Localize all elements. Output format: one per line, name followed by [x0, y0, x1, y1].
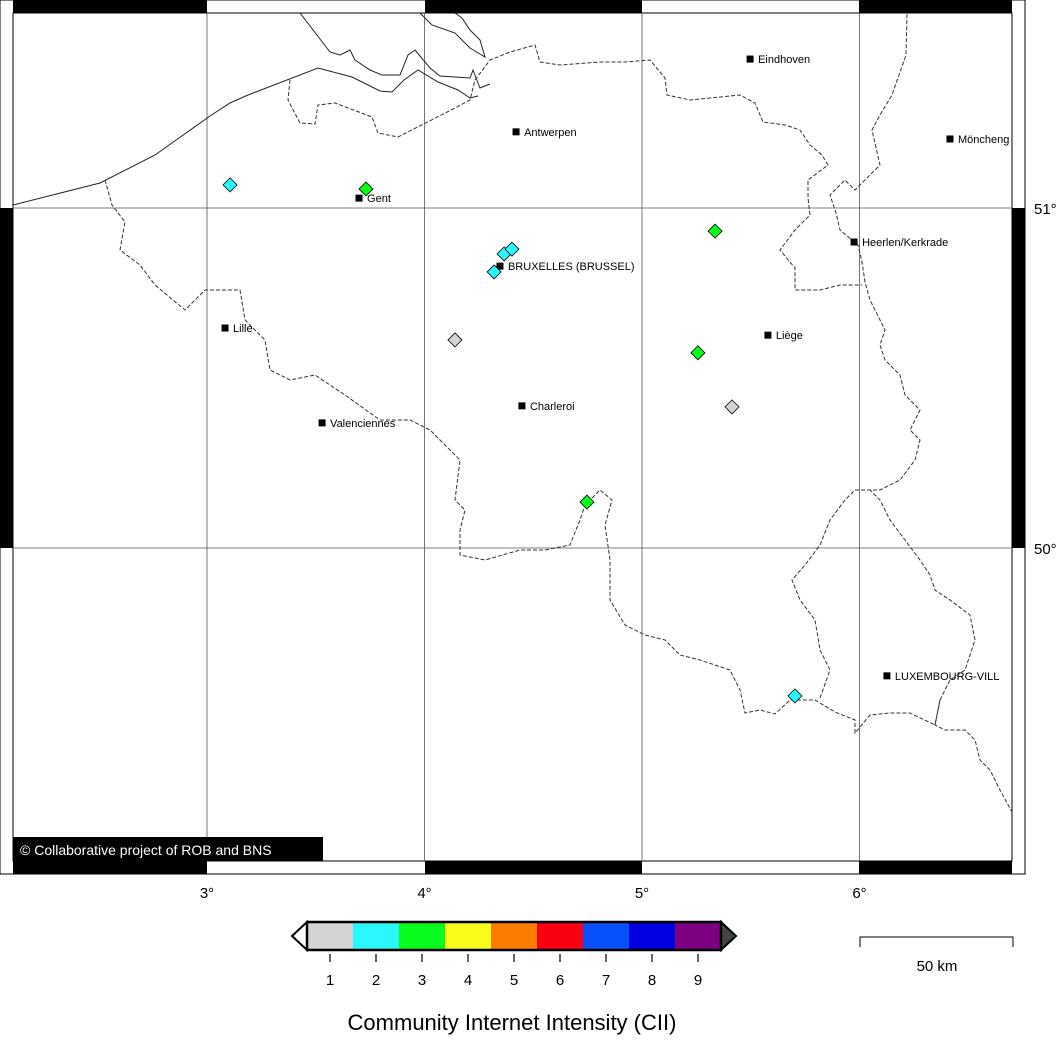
country-borders	[104, 13, 1012, 813]
legend-tick-label: 4	[464, 972, 472, 989]
city-label: Eindhoven	[758, 54, 810, 66]
city-label: Gent	[367, 193, 391, 205]
legend-tick-label: 7	[602, 972, 610, 989]
observation-diamond[interactable]	[787, 688, 803, 704]
axis-ticks: 3° 4° 5° 6° 51° 50°	[200, 201, 1057, 902]
city-marker: Valenciennes	[318, 418, 396, 430]
city-square-icon	[883, 672, 891, 680]
observation-diamond[interactable]	[724, 399, 740, 415]
city-square-icon	[518, 402, 526, 410]
legend-tick-label: 6	[556, 972, 564, 989]
lon-tick-label: 6°	[852, 885, 866, 902]
legend-under-arrow	[290, 919, 308, 953]
legend-tick-label: 5	[510, 972, 518, 989]
legend-tick-label: 9	[694, 972, 702, 989]
copyright-text: © Collaborative project of ROB and BNS	[20, 842, 272, 858]
city-marker: Gent	[355, 193, 391, 205]
legend-swatch	[445, 922, 491, 950]
city-marker: Eindhoven	[746, 54, 810, 66]
city-marker: LUXEMBOURG-VILL	[883, 671, 999, 683]
city-label: Lille	[233, 323, 253, 335]
lat-tick-label: 50°	[1034, 541, 1057, 558]
legend-swatch	[583, 922, 629, 950]
city-square-icon	[850, 238, 858, 246]
lon-tick-label: 3°	[200, 885, 214, 902]
city-square-icon	[496, 262, 504, 270]
map-frame	[0, 0, 1026, 875]
legend-swatch	[537, 922, 583, 950]
city-square-icon	[221, 324, 229, 332]
lat-tick-label: 51°	[1034, 201, 1057, 218]
legend-swatch	[629, 922, 675, 950]
legend-title: Community Internet Intensity (CII)	[348, 1010, 677, 1035]
city-marker: Lille	[221, 323, 253, 335]
city-marker: Charleroi	[518, 401, 575, 413]
legend-swatch	[353, 922, 399, 950]
city-layer: Eindhoven Antwerpen Gent Möncheng Heerlen/Ke…	[221, 54, 1009, 683]
legend-tick-label: 8	[648, 972, 656, 989]
city-label: Valenciennes	[330, 418, 396, 430]
city-label: Heerlen/Kerkrade	[862, 237, 948, 249]
city-square-icon	[946, 135, 954, 143]
city-marker: Möncheng	[946, 134, 1009, 146]
city-label: LUXEMBOURG-VILL	[895, 671, 1000, 683]
graticule	[13, 13, 1012, 861]
legend-swatch	[399, 922, 445, 950]
legend-swatch	[307, 922, 353, 950]
city-marker: Antwerpen	[512, 127, 577, 139]
city-marker: BRUXELLES (BRUSSEL)	[496, 261, 635, 273]
lon-tick-label: 5°	[635, 885, 649, 902]
scale-bar: 50 km	[859, 936, 1014, 975]
coastline	[13, 13, 491, 206]
observation-layer	[222, 177, 803, 704]
city-marker: Heerlen/Kerkrade	[850, 237, 948, 249]
city-label: Liège	[776, 330, 803, 342]
lon-tick-label: 4°	[417, 885, 431, 902]
legend-swatch	[675, 922, 721, 950]
city-square-icon	[512, 128, 520, 136]
scale-bar-label: 50 km	[917, 958, 958, 975]
legend-tick-label: 2	[372, 972, 380, 989]
copyright-box: © Collaborative project of ROB and BNS	[13, 837, 323, 861]
cii-legend: Community Internet Intensity (CII) 1 2 3 4 5…	[290, 919, 738, 1035]
observation-diamond[interactable]	[358, 181, 374, 197]
city-square-icon	[746, 55, 754, 63]
city-square-icon	[318, 419, 326, 427]
observation-diamond[interactable]	[690, 345, 706, 361]
legend-over-arrow	[720, 919, 738, 953]
observation-diamond[interactable]	[486, 264, 502, 280]
observation-diamond[interactable]	[579, 494, 595, 510]
city-label: Möncheng	[958, 134, 1009, 146]
city-label: Antwerpen	[524, 127, 577, 139]
observation-diamond[interactable]	[222, 177, 238, 193]
observation-diamond[interactable]	[707, 223, 723, 239]
city-square-icon	[355, 194, 363, 202]
legend-outline	[305, 920, 723, 952]
legend-swatch	[491, 922, 537, 950]
city-marker: Liège	[764, 330, 803, 342]
legend-tick-label: 3	[418, 972, 426, 989]
city-label: Charleroi	[530, 401, 575, 413]
observation-diamond[interactable]	[504, 241, 520, 257]
observation-diamond[interactable]	[447, 332, 463, 348]
legend-tick-label: 1	[326, 972, 334, 989]
city-square-icon	[764, 331, 772, 339]
city-label: BRUXELLES (BRUSSEL)	[508, 261, 635, 273]
